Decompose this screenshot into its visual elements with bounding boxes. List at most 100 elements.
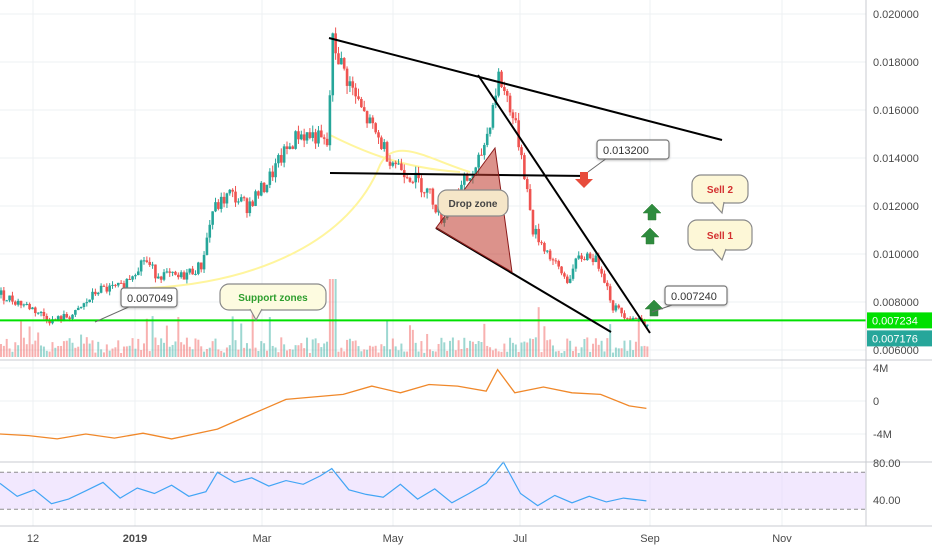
volume-bar	[240, 323, 243, 357]
volume-bar	[449, 340, 452, 357]
candle	[225, 193, 229, 204]
candle	[411, 181, 415, 183]
volume-bar	[243, 347, 246, 357]
candle	[182, 272, 186, 280]
volume-bar	[283, 344, 286, 357]
candle	[391, 162, 395, 166]
volume-bar	[572, 351, 574, 357]
volume-bar	[517, 351, 520, 357]
volume-bar	[286, 350, 288, 357]
volume-bar	[140, 350, 143, 357]
candle	[594, 255, 598, 263]
candle	[534, 228, 538, 235]
price-axis[interactable]: 0.020000 0.018000 0.016000 0.014000 0.012000…	[867, 9, 932, 507]
candle	[385, 142, 389, 162]
candle	[82, 303, 86, 307]
volume-bar	[374, 345, 377, 357]
candle	[614, 305, 618, 311]
candle	[159, 276, 163, 280]
obv-tick-label: -4M	[873, 429, 892, 441]
volume-bar	[626, 350, 629, 357]
volume-bar	[303, 348, 306, 357]
volume-bar	[320, 347, 323, 357]
time-tick-label: Mar	[253, 533, 272, 545]
candle	[357, 96, 360, 99]
candle	[394, 162, 397, 165]
volume-bar	[214, 338, 217, 357]
candle	[597, 255, 601, 269]
candle	[485, 133, 489, 146]
candle	[42, 311, 46, 316]
price-tick-label: 0.018000	[873, 57, 919, 69]
sell-1-bubble-tail	[711, 248, 727, 262]
candle	[148, 261, 152, 265]
candle	[59, 316, 63, 322]
volume-bar	[520, 342, 523, 357]
volume-bar	[323, 343, 326, 357]
candle	[568, 278, 572, 283]
volume-bar	[314, 338, 317, 357]
time-tick-label: 12	[27, 533, 39, 545]
volume-bar	[105, 344, 108, 357]
volume-bar	[311, 339, 314, 357]
candle	[151, 264, 154, 266]
volume-bar	[237, 349, 240, 357]
volume-bar	[165, 325, 168, 357]
volume-bar	[600, 340, 603, 357]
volume-bar	[297, 345, 300, 357]
candle	[28, 303, 31, 310]
volume-bar	[248, 348, 251, 357]
volume-bar	[263, 343, 266, 357]
volume-bar	[234, 340, 237, 357]
drop-zone-bubble	[437, 189, 509, 217]
candle	[134, 275, 137, 277]
candle	[168, 271, 172, 273]
candle	[85, 302, 89, 304]
volume-bar	[77, 346, 80, 357]
candle	[422, 192, 426, 194]
volume-bar	[108, 350, 111, 357]
candle	[205, 237, 209, 255]
candle	[340, 58, 343, 65]
price-tick-label: 0.006000	[873, 345, 919, 357]
candle	[646, 324, 649, 326]
candle	[128, 278, 131, 280]
volume-bar	[82, 343, 85, 357]
volume-bar	[406, 351, 409, 357]
volume-bar	[177, 317, 180, 357]
volume-bar	[328, 279, 331, 357]
candle	[537, 228, 540, 243]
rsi-tick-label: 80.00	[873, 458, 901, 470]
candle	[157, 276, 160, 279]
candle	[202, 254, 206, 270]
candle	[36, 312, 40, 314]
volume-bar	[188, 346, 191, 357]
candle	[408, 177, 412, 182]
price-tick-label: 0.016000	[873, 105, 919, 117]
candle	[11, 295, 14, 302]
support-zones-bubble-text: Support zones	[238, 293, 308, 304]
candle	[177, 274, 180, 278]
volume-bar	[331, 279, 334, 357]
volume-bar	[566, 338, 569, 357]
volume-bar	[466, 347, 469, 357]
volume-bar	[574, 346, 577, 357]
volume-bar	[551, 345, 554, 357]
candle	[563, 273, 566, 277]
candle	[116, 282, 120, 286]
volume-bar	[71, 342, 74, 357]
volume-bar	[168, 346, 171, 357]
candle	[477, 154, 480, 168]
candle	[34, 307, 37, 314]
volume-bar	[394, 346, 397, 357]
candle	[251, 201, 254, 206]
volume-bar	[597, 344, 600, 357]
volume-bar	[231, 316, 234, 357]
volume-bar	[368, 345, 371, 357]
candle	[382, 142, 386, 149]
candle	[122, 283, 126, 290]
candle	[328, 95, 332, 146]
yellow-arc-layer	[149, 134, 471, 289]
time-axis[interactable]: 12 2019 Mar May Jul Sep Nov	[27, 533, 792, 545]
